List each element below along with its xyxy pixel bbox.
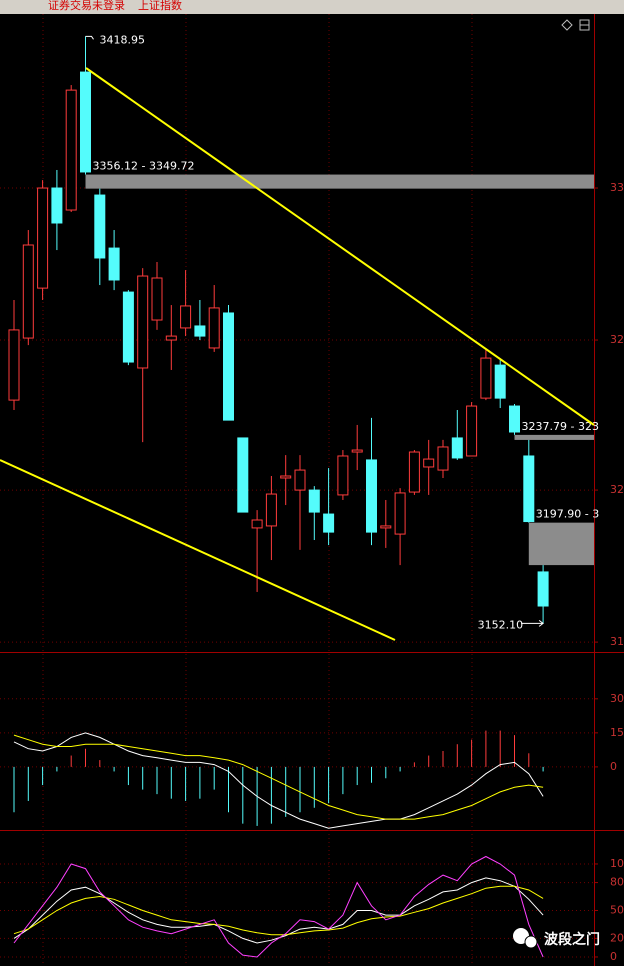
candle-body	[509, 405, 520, 433]
y-tick-label: 32	[610, 483, 624, 496]
candle-body	[151, 277, 163, 321]
icon	[561, 19, 573, 31]
low-label: 3152.10	[478, 618, 524, 631]
candle-body	[37, 187, 49, 289]
candle-body	[523, 455, 535, 523]
login-status: 证券交易未登录	[48, 0, 125, 12]
low-pointer	[521, 620, 544, 627]
gap-label: 3356.12 - 3349.72	[93, 160, 195, 173]
candle-body	[180, 305, 192, 329]
indicator-line	[13, 855, 544, 958]
candle-body	[380, 525, 392, 529]
candle-body	[108, 247, 120, 281]
top-bar	[0, 0, 624, 14]
gap-zone	[528, 522, 594, 566]
candle-body	[80, 71, 91, 173]
candle-body	[366, 459, 377, 533]
candle-body	[351, 449, 363, 453]
corner-icons	[561, 19, 590, 31]
y-tick-label: 80	[610, 876, 624, 889]
candle-body	[408, 451, 420, 493]
gap-zone	[85, 174, 594, 189]
candle-body	[165, 335, 177, 341]
trend-line	[85, 67, 595, 426]
candle-body	[323, 513, 335, 533]
y-tick-label: 30	[610, 692, 624, 705]
index-name: 上证指数	[138, 0, 182, 12]
watermark: 波段之门	[513, 928, 600, 949]
candle-body	[265, 493, 277, 527]
candle-body	[137, 275, 149, 369]
watermark-text: 波段之门	[544, 931, 600, 948]
y-tick-label: 15	[610, 726, 624, 739]
candle-body	[237, 437, 249, 513]
plot-layer: 33 32 32 31 3356.12 - 3349.72 3237.79 - 323 31…	[0, 33, 624, 963]
y-tick-label: 32	[610, 333, 624, 346]
gap-label: 3197.90 - 3	[536, 508, 599, 521]
y-tick-label: 33	[610, 181, 624, 194]
candle-body	[94, 194, 106, 259]
candle-body	[122, 291, 134, 363]
candle-body	[451, 437, 463, 459]
candle-body	[308, 489, 320, 513]
candle-body	[337, 455, 349, 496]
candle-body	[22, 244, 34, 339]
candle-body	[437, 446, 449, 471]
candle-body	[537, 571, 549, 607]
candle-body	[466, 405, 478, 457]
trend-line	[0, 459, 396, 641]
indicator-line	[13, 732, 544, 829]
trend-lines	[0, 67, 595, 641]
candle-body	[8, 329, 20, 401]
candle-body	[480, 357, 492, 399]
candle-body	[223, 312, 234, 421]
candle-body	[294, 469, 306, 491]
y-tick-label: 100	[610, 857, 624, 870]
gap-label: 3237.79 - 323	[522, 420, 599, 433]
y-tick-label: 0	[610, 760, 617, 773]
candle-body	[194, 325, 206, 337]
candle-body	[494, 364, 506, 399]
wechat-icon	[524, 935, 538, 949]
high-pointer	[85, 35, 94, 40]
candle-body	[280, 475, 292, 479]
gap-zone	[514, 434, 594, 440]
indicator-line	[13, 885, 544, 936]
y-tick-label: 20	[610, 931, 624, 944]
y-tick-label: 50	[610, 903, 624, 916]
candle-body	[208, 307, 220, 349]
candle-body	[423, 458, 435, 468]
high-label: 3418.95	[100, 33, 146, 46]
candle-body	[65, 89, 77, 211]
candle-body	[251, 519, 263, 529]
candle-body	[51, 187, 63, 224]
y-tick-label: 0	[610, 950, 617, 963]
indicator-line	[13, 734, 544, 820]
y-tick-label: 31	[610, 635, 624, 648]
candle-body	[394, 492, 406, 535]
